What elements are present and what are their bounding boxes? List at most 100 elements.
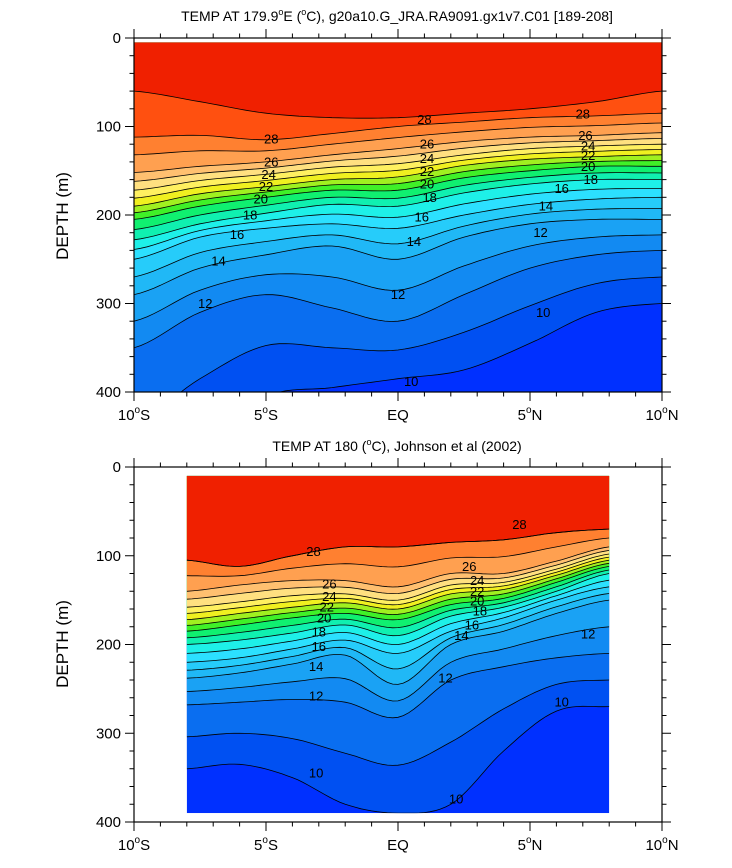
contour-label-18: 18: [473, 603, 487, 618]
contour-line-14: [134, 218, 662, 295]
contour-label-20: 20: [253, 192, 267, 207]
contour-label-12: 12: [581, 626, 595, 641]
x-tick-label: 5oS: [254, 835, 278, 854]
contour-label-24: 24: [322, 589, 336, 604]
contour-line-23: [134, 149, 662, 199]
contour-label-26: 26: [264, 154, 278, 169]
contour-label-26: 26: [578, 128, 592, 143]
contour-label-18: 18: [312, 625, 326, 640]
contour-label-14: 14: [539, 199, 553, 214]
y-tick-label: 0: [113, 30, 121, 47]
contour-label-18: 18: [243, 208, 257, 223]
contour-label-22: 22: [319, 600, 333, 615]
contour-label-18: 18: [583, 172, 597, 187]
contour-fill-29: [134, 42, 662, 119]
contour-label-12: 12: [533, 225, 547, 240]
contour-label-14: 14: [309, 659, 323, 674]
contour-label-26: 26: [462, 559, 476, 574]
contour-line-21: [186, 562, 610, 626]
y-axis-label-bottom: DEPTH (m): [53, 600, 72, 688]
x-tick-label: 10oN: [645, 405, 678, 424]
x-tick-label: EQ: [387, 837, 409, 854]
contour-line-12: [186, 653, 610, 719]
panel-bottom: TEMP AT 180 (oC), Johnson et al (2002) D…: [53, 437, 679, 854]
contour-line-17: [186, 579, 610, 654]
y-tick-label: 300: [96, 296, 121, 313]
contour-label-26: 26: [322, 577, 336, 592]
y-tick-label: 300: [96, 725, 121, 742]
contour-label-12: 12: [438, 671, 452, 686]
contour-label-20: 20: [470, 594, 484, 609]
contour-line-22: [186, 559, 610, 620]
y-tick-label: 200: [96, 637, 121, 654]
chart-title-bottom: TEMP AT 180 (oC), Johnson et al (2002): [272, 437, 521, 454]
contour-label-28: 28: [264, 131, 278, 146]
contour-label-12: 12: [309, 688, 323, 703]
contour-line-18: [186, 573, 610, 645]
contour-label-28: 28: [512, 517, 526, 532]
contour-label-24: 24: [420, 151, 434, 166]
contour-label-12: 12: [198, 296, 212, 311]
contour-line-23: [186, 556, 610, 614]
contour-line-21: [134, 160, 662, 214]
contour-label-22: 22: [420, 164, 434, 179]
contour-line-29: [134, 90, 662, 119]
contour-label-12: 12: [391, 287, 405, 302]
x-tick-label: 5oS: [254, 405, 278, 424]
contour-line-14: [186, 599, 610, 685]
y-axis-label-top: DEPTH (m): [53, 172, 72, 260]
contour-fill-29: [186, 475, 610, 567]
y-tick-label: 400: [96, 384, 121, 401]
x-tick-label: 10oS: [118, 835, 150, 854]
contour-label-10: 10: [449, 791, 463, 806]
contour-line-26: [134, 132, 662, 173]
contour-label-20: 20: [317, 610, 331, 625]
contour-line-27: [186, 537, 610, 577]
contour-label-18: 18: [422, 190, 436, 205]
contour-label-16: 16: [554, 181, 568, 196]
contour-label-24: 24: [470, 573, 484, 588]
contour-line-19: [134, 172, 662, 230]
contour-line-20: [134, 165, 662, 220]
contour-line-12: [134, 250, 662, 349]
contour-label-24: 24: [581, 138, 595, 153]
panel-top: TEMP AT 179.9oE (oC), g20a10.G_JRA.RA909…: [53, 7, 679, 424]
y-tick-label: 0: [113, 459, 121, 476]
contour-line-16: [186, 586, 610, 663]
contour-line-11: [180, 276, 662, 393]
contour-label-14: 14: [211, 254, 225, 269]
x-tick-label: 5oN: [518, 405, 543, 424]
contour-line-16: [134, 196, 662, 260]
contour-line-17: [134, 188, 662, 250]
contour-field: 2828262624242222202018181616141412121210…: [186, 475, 610, 814]
contour-line-20: [186, 566, 610, 632]
contour-label-16: 16: [312, 639, 326, 654]
contour-line-24: [186, 553, 610, 608]
contour-label-28: 28: [576, 107, 590, 122]
contour-label-10: 10: [536, 305, 550, 320]
contour-line-25: [134, 138, 662, 182]
contour-line-10: [186, 705, 610, 814]
contour-line-26: [186, 546, 610, 592]
contour-label-16: 16: [415, 209, 429, 224]
y-tick-label: 400: [96, 814, 121, 831]
contour-label-22: 22: [259, 179, 273, 194]
contour-label-16: 16: [465, 617, 479, 632]
contour-line-24: [134, 143, 662, 191]
contour-label-24: 24: [261, 167, 275, 182]
y-tick-label: 100: [96, 548, 121, 565]
x-tick-label: 5oN: [518, 835, 543, 854]
y-tick-label: 100: [96, 119, 121, 136]
chart-title-top: TEMP AT 179.9oE (oC), g20a10.G_JRA.RA909…: [181, 7, 613, 24]
contour-line-27: [134, 122, 662, 156]
x-tick-label: EQ: [387, 407, 409, 424]
x-tick-label: 10oS: [118, 405, 150, 424]
contour-label-22: 22: [470, 584, 484, 599]
contour-line-19: [186, 569, 610, 639]
contour-line-18: [134, 178, 662, 241]
contour-label-16: 16: [230, 227, 244, 242]
contour-label-10: 10: [404, 374, 418, 389]
contour-label-28: 28: [306, 544, 320, 559]
